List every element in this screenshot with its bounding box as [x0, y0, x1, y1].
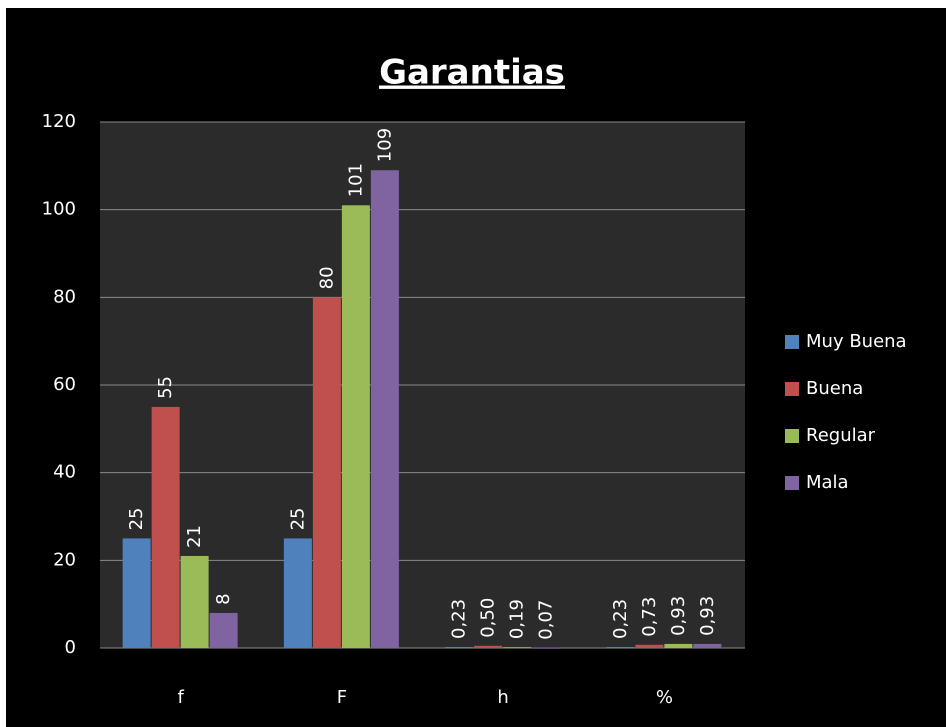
- bar: [532, 647, 561, 649]
- y-tick-label: 60: [53, 374, 76, 395]
- bar: [693, 643, 722, 648]
- data-label: 0,93: [668, 596, 689, 636]
- bar: [474, 645, 503, 648]
- bar: [664, 643, 693, 648]
- legend-swatch: [785, 382, 799, 396]
- legend-label: Regular: [806, 425, 876, 446]
- data-label: 101: [345, 163, 366, 197]
- legend-swatch: [785, 429, 799, 443]
- legend-label: Mala: [806, 472, 849, 493]
- chart-title: Garantias: [379, 53, 565, 93]
- data-label: 0,19: [507, 599, 528, 639]
- y-tick-label: 40: [53, 462, 76, 483]
- bar: [180, 555, 209, 648]
- data-label: 55: [155, 376, 176, 399]
- bar: [445, 646, 474, 648]
- data-label: 21: [184, 525, 205, 548]
- bar: [370, 170, 399, 648]
- legend-label: Muy Buena: [806, 331, 907, 352]
- data-label: 25: [126, 508, 147, 531]
- data-label: 0,23: [610, 599, 631, 639]
- y-tick-label: 120: [42, 111, 76, 132]
- data-label: 80: [316, 266, 337, 289]
- bar: [503, 647, 532, 649]
- data-label: 0,73: [639, 597, 660, 637]
- bar: [312, 297, 341, 648]
- legend-swatch: [785, 476, 799, 490]
- bar: [209, 612, 238, 648]
- bar: [341, 205, 370, 649]
- x-tick-label: F: [337, 687, 347, 708]
- y-tick-label: 20: [53, 549, 76, 570]
- x-tick-label: %: [656, 687, 673, 708]
- bar: [122, 538, 151, 648]
- bar: [606, 646, 635, 648]
- data-label: 0,23: [449, 599, 470, 639]
- x-tick-label: h: [497, 687, 508, 708]
- bar: [635, 644, 664, 648]
- y-tick-label: 80: [53, 286, 76, 307]
- data-label: 8: [213, 593, 234, 604]
- data-label: 0,07: [536, 600, 557, 640]
- bar: [151, 406, 180, 648]
- bar: [283, 538, 312, 648]
- x-tick-label: f: [177, 687, 184, 708]
- legend-label: Buena: [806, 378, 863, 399]
- y-tick-label: 0: [65, 637, 76, 658]
- data-label: 0,50: [478, 598, 499, 638]
- legend-swatch: [785, 335, 799, 349]
- data-label: 25: [287, 508, 308, 531]
- data-label: 0,93: [697, 596, 718, 636]
- y-tick-label: 100: [42, 199, 76, 220]
- data-label: 109: [374, 128, 395, 162]
